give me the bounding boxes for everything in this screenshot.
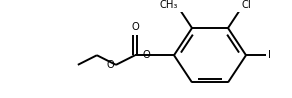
Text: CH₃: CH₃ (160, 0, 178, 10)
Text: I: I (268, 50, 271, 60)
Text: O: O (106, 60, 114, 70)
Text: Cl: Cl (241, 0, 251, 10)
Text: O: O (142, 50, 150, 60)
Text: O: O (131, 22, 139, 32)
